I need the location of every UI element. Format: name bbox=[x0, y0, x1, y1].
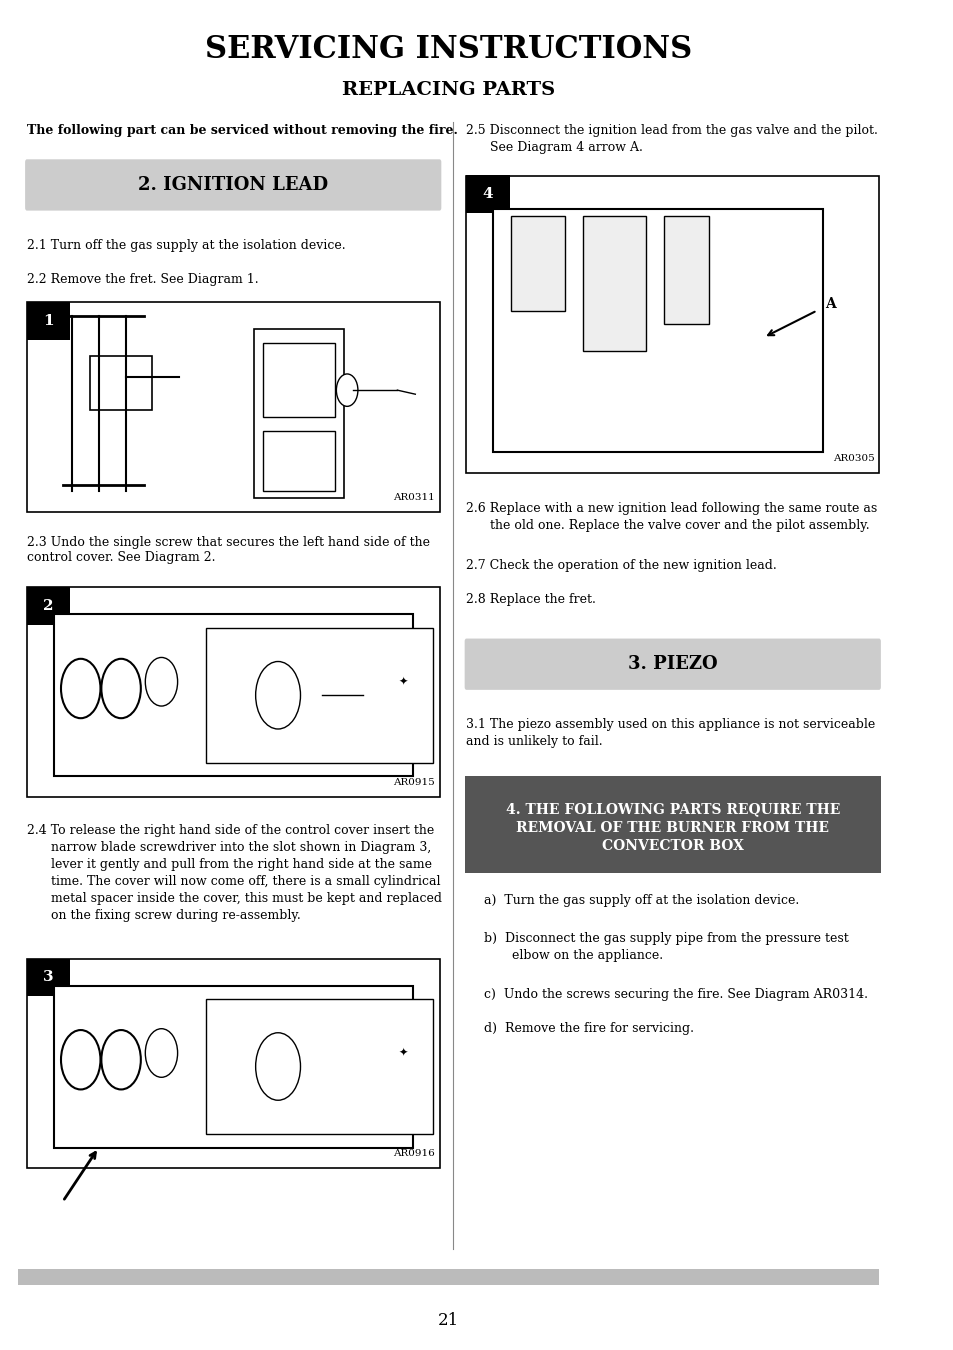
Bar bbox=[18, 1269, 878, 1285]
Bar bbox=[493, 209, 822, 452]
FancyBboxPatch shape bbox=[25, 159, 441, 211]
FancyBboxPatch shape bbox=[464, 776, 880, 873]
Text: ✦: ✦ bbox=[398, 676, 408, 687]
Bar bbox=[90, 356, 152, 410]
Bar bbox=[53, 614, 413, 776]
Text: 2.2 Remove the fret. See Diagram 1.: 2.2 Remove the fret. See Diagram 1. bbox=[27, 273, 258, 286]
Circle shape bbox=[61, 659, 100, 718]
Text: ✦: ✦ bbox=[398, 1048, 408, 1058]
Bar bbox=[27, 958, 439, 1168]
Text: 2. IGNITION LEAD: 2. IGNITION LEAD bbox=[138, 176, 328, 194]
Circle shape bbox=[145, 657, 177, 706]
Circle shape bbox=[336, 374, 357, 406]
Text: 3: 3 bbox=[43, 971, 53, 984]
Text: b)  Disconnect the gas supply pipe from the pressure test
       elbow on the ap: b) Disconnect the gas supply pipe from t… bbox=[484, 931, 848, 961]
Bar bbox=[466, 176, 509, 213]
Text: a)  Turn the gas supply off at the isolation device.: a) Turn the gas supply off at the isolat… bbox=[484, 894, 799, 907]
Text: 2.1 Turn off the gas supply at the isolation device.: 2.1 Turn off the gas supply at the isola… bbox=[27, 239, 345, 252]
Bar bbox=[663, 216, 708, 324]
Text: c)  Undo the screws securing the fire. See Diagram AR0314.: c) Undo the screws securing the fire. Se… bbox=[484, 988, 867, 1002]
Text: 1: 1 bbox=[43, 315, 53, 328]
Circle shape bbox=[101, 659, 141, 718]
Text: 2.8 Replace the fret.: 2.8 Replace the fret. bbox=[466, 593, 596, 606]
Text: 21: 21 bbox=[437, 1312, 458, 1328]
Text: A: A bbox=[824, 297, 836, 310]
Text: 2.4 To release the right hand side of the control cover insert the
      narrow : 2.4 To release the right hand side of th… bbox=[27, 824, 441, 922]
Text: 2: 2 bbox=[43, 599, 53, 613]
Text: 2.7 Check the operation of the new ignition lead.: 2.7 Check the operation of the new ignit… bbox=[466, 559, 777, 572]
Circle shape bbox=[255, 1033, 300, 1100]
Bar bbox=[582, 216, 645, 351]
Bar bbox=[27, 302, 70, 340]
Text: The following part can be serviced without removing the fire.: The following part can be serviced witho… bbox=[27, 124, 457, 138]
Bar bbox=[27, 958, 70, 996]
Text: 2.3 Undo the single screw that secures the left hand side of the
control cover. : 2.3 Undo the single screw that secures t… bbox=[27, 536, 430, 564]
Text: 3. PIEZO: 3. PIEZO bbox=[627, 655, 717, 674]
Text: 2.5 Disconnect the ignition lead from the gas valve and the pilot.
      See Dia: 2.5 Disconnect the ignition lead from th… bbox=[466, 124, 878, 154]
Bar bbox=[206, 628, 433, 763]
Text: 4. THE FOLLOWING PARTS REQUIRE THE
REMOVAL OF THE BURNER FROM THE
CONVECTOR BOX: 4. THE FOLLOWING PARTS REQUIRE THE REMOV… bbox=[505, 802, 839, 853]
Bar bbox=[466, 176, 878, 472]
Circle shape bbox=[255, 662, 300, 729]
Text: d)  Remove the fire for servicing.: d) Remove the fire for servicing. bbox=[484, 1022, 694, 1035]
Text: AR0311: AR0311 bbox=[393, 493, 435, 502]
Bar bbox=[253, 329, 343, 498]
Bar bbox=[511, 216, 564, 310]
Circle shape bbox=[101, 1030, 141, 1089]
Bar bbox=[206, 999, 433, 1134]
Circle shape bbox=[61, 1030, 100, 1089]
Bar bbox=[53, 986, 413, 1148]
Text: 4: 4 bbox=[482, 188, 493, 201]
Text: AR0916: AR0916 bbox=[393, 1149, 435, 1158]
Text: REPLACING PARTS: REPLACING PARTS bbox=[341, 81, 555, 99]
FancyBboxPatch shape bbox=[464, 639, 880, 690]
Text: 3.1 The piezo assembly used on this appliance is not serviceable
and is unlikely: 3.1 The piezo assembly used on this appl… bbox=[466, 718, 875, 748]
Bar bbox=[262, 431, 335, 491]
Bar bbox=[262, 343, 335, 417]
Text: AR0305: AR0305 bbox=[832, 454, 874, 463]
Text: 2.6 Replace with a new ignition lead following the same route as
      the old o: 2.6 Replace with a new ignition lead fol… bbox=[466, 502, 877, 532]
Text: SERVICING INSTRUCTIONS: SERVICING INSTRUCTIONS bbox=[205, 34, 692, 65]
Circle shape bbox=[145, 1029, 177, 1077]
Bar bbox=[27, 587, 439, 796]
Bar bbox=[27, 587, 70, 625]
Bar bbox=[27, 302, 439, 512]
Text: AR0915: AR0915 bbox=[393, 778, 435, 787]
